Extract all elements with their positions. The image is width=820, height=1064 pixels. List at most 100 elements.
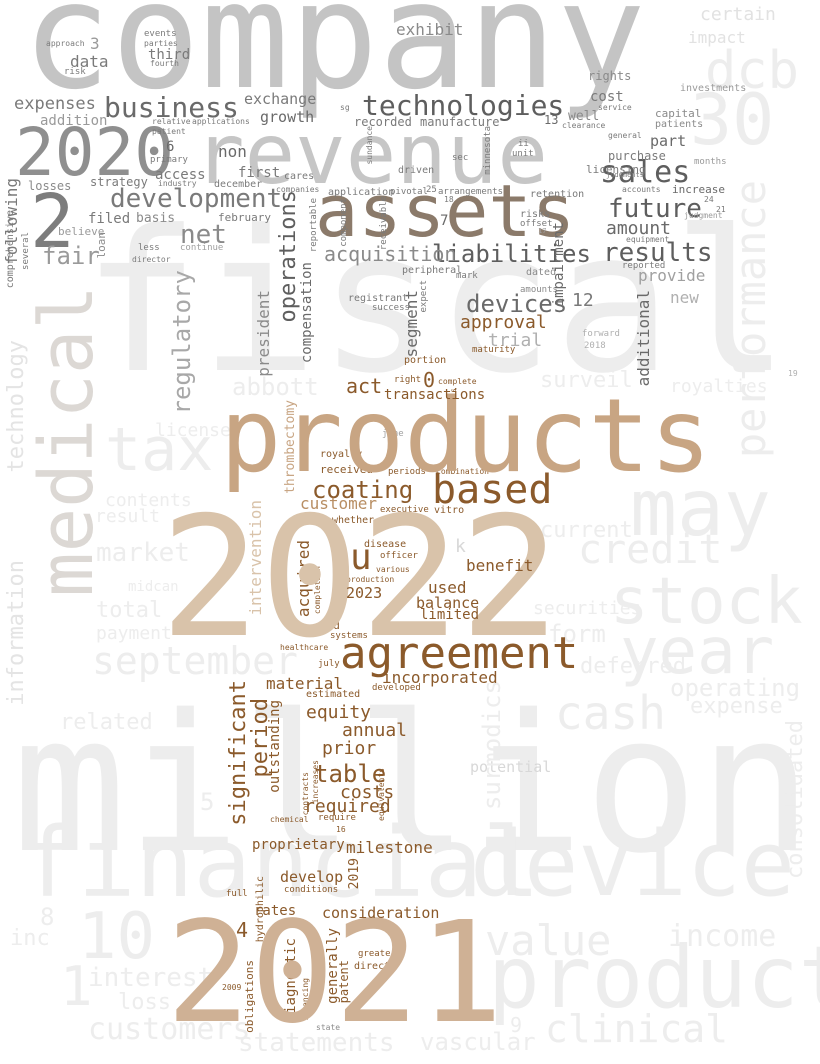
word-december: december [214,179,263,190]
word-receivable: receivable [379,196,389,251]
word-basis: basis [136,211,176,226]
word-may: may [630,464,771,554]
word-regulatory: regulatory [168,270,196,415]
word-provide: provide [638,266,706,285]
word-13: 13 [544,113,559,127]
word-surmodics: surmodics [478,680,506,811]
word-sec: sec [452,153,469,163]
word-production: production [346,575,395,584]
word-annual: annual [342,720,408,741]
word-24: 24 [704,195,714,204]
word-2009: 2009 [222,983,242,992]
word-received: received [320,463,373,476]
word-inc: inc [10,926,50,951]
word-8: 8 [40,903,55,931]
word-greater: greater [358,949,396,959]
word-3: 3 [90,34,100,53]
word-segment: segment [402,290,421,358]
word-2019: 2019 [347,858,362,890]
word-patient: patient [152,127,186,136]
word-periods: periods [388,467,426,477]
word-healthcare: healthcare [280,643,329,652]
word-surveil: surveil [540,368,633,393]
word-6: 6 [166,139,175,155]
word-success: success [372,303,410,313]
word-value: value [485,916,612,965]
word-costs: costs [340,782,395,803]
word-addition: addition [40,113,108,129]
word-agreement: agreement [340,628,579,679]
word-material: material [266,674,344,693]
word-whether: whether [332,515,375,526]
word-application: application [328,187,395,198]
word-july: july [318,659,340,669]
word-2022: 2022 [160,482,560,675]
word-service: service [598,103,632,112]
word-2018: 2018 [584,341,606,351]
word-capital: capital [655,107,702,120]
word-limited: limited [420,607,480,623]
word-incorporated: incorporated [382,668,498,687]
word-25: 25 [426,185,437,195]
word-transactions: transactions [384,387,486,403]
word-several: several [21,232,31,270]
word-u: u [350,537,372,578]
word-table: table [314,760,387,788]
word-require: require [318,813,356,823]
word-royalties: royalties [670,376,768,397]
word-k: k [455,536,466,557]
word-additional: additional [634,290,653,387]
word-license: license [155,420,231,441]
word-amount: amount [606,218,672,239]
word-9: 9 [510,1013,523,1037]
word-coating: coating [312,476,414,504]
word-unit: unit [512,149,534,159]
word-16: 16 [336,825,346,834]
word-expense: expense [690,694,783,719]
word-vascular: vascular [420,1028,536,1056]
word-comprehensive: comprehensive [5,210,16,289]
word-risks: risks [520,209,551,220]
word-offset: offset [520,219,553,229]
word-equipment: equipment [626,235,670,244]
word-forward: forward [582,329,620,339]
word-7: 7 [440,213,449,229]
word-non: non [218,142,247,161]
word-5: 5 [200,788,215,816]
word-year: year [620,615,775,689]
word-exchange: exchange [244,90,317,108]
word-combination: combination [436,467,489,476]
word-acquisition: acquisition [324,242,457,266]
word-certain: certain [700,4,776,25]
word-operations: operations [276,190,301,323]
word-dated: dated [526,267,557,278]
word-loan: loan [95,232,108,259]
word-related: related [60,710,153,735]
word-customer: customer [300,494,378,513]
word-customers: customers [88,1012,251,1047]
word-direct: direct [354,961,391,972]
word-impact: impact [688,28,746,47]
word-access: access [155,167,206,183]
word-right: right [394,375,422,385]
word-third: third [148,47,191,63]
word-months: months [694,157,727,167]
word-new: new [670,288,699,307]
word-industry: industry [158,179,197,188]
word-future: future [608,194,702,224]
word-judgment: judgment [684,211,723,220]
word-potential: potential [470,758,552,776]
word-19: 19 [788,369,798,378]
word-benefit: benefit [466,556,534,575]
word-30: 30 [690,79,775,161]
word-risk: risk [64,67,86,77]
word-net: net [180,220,227,250]
word-rights: rights [588,69,632,83]
word-prior: prior [322,738,377,759]
word-balance: balance [416,594,480,612]
word-revenue: revenue [194,105,549,203]
word-estimated: estimated [306,689,361,700]
word-director: director [132,255,171,264]
word-securities: securities [533,598,642,619]
word-2020: 2020 [15,114,174,191]
